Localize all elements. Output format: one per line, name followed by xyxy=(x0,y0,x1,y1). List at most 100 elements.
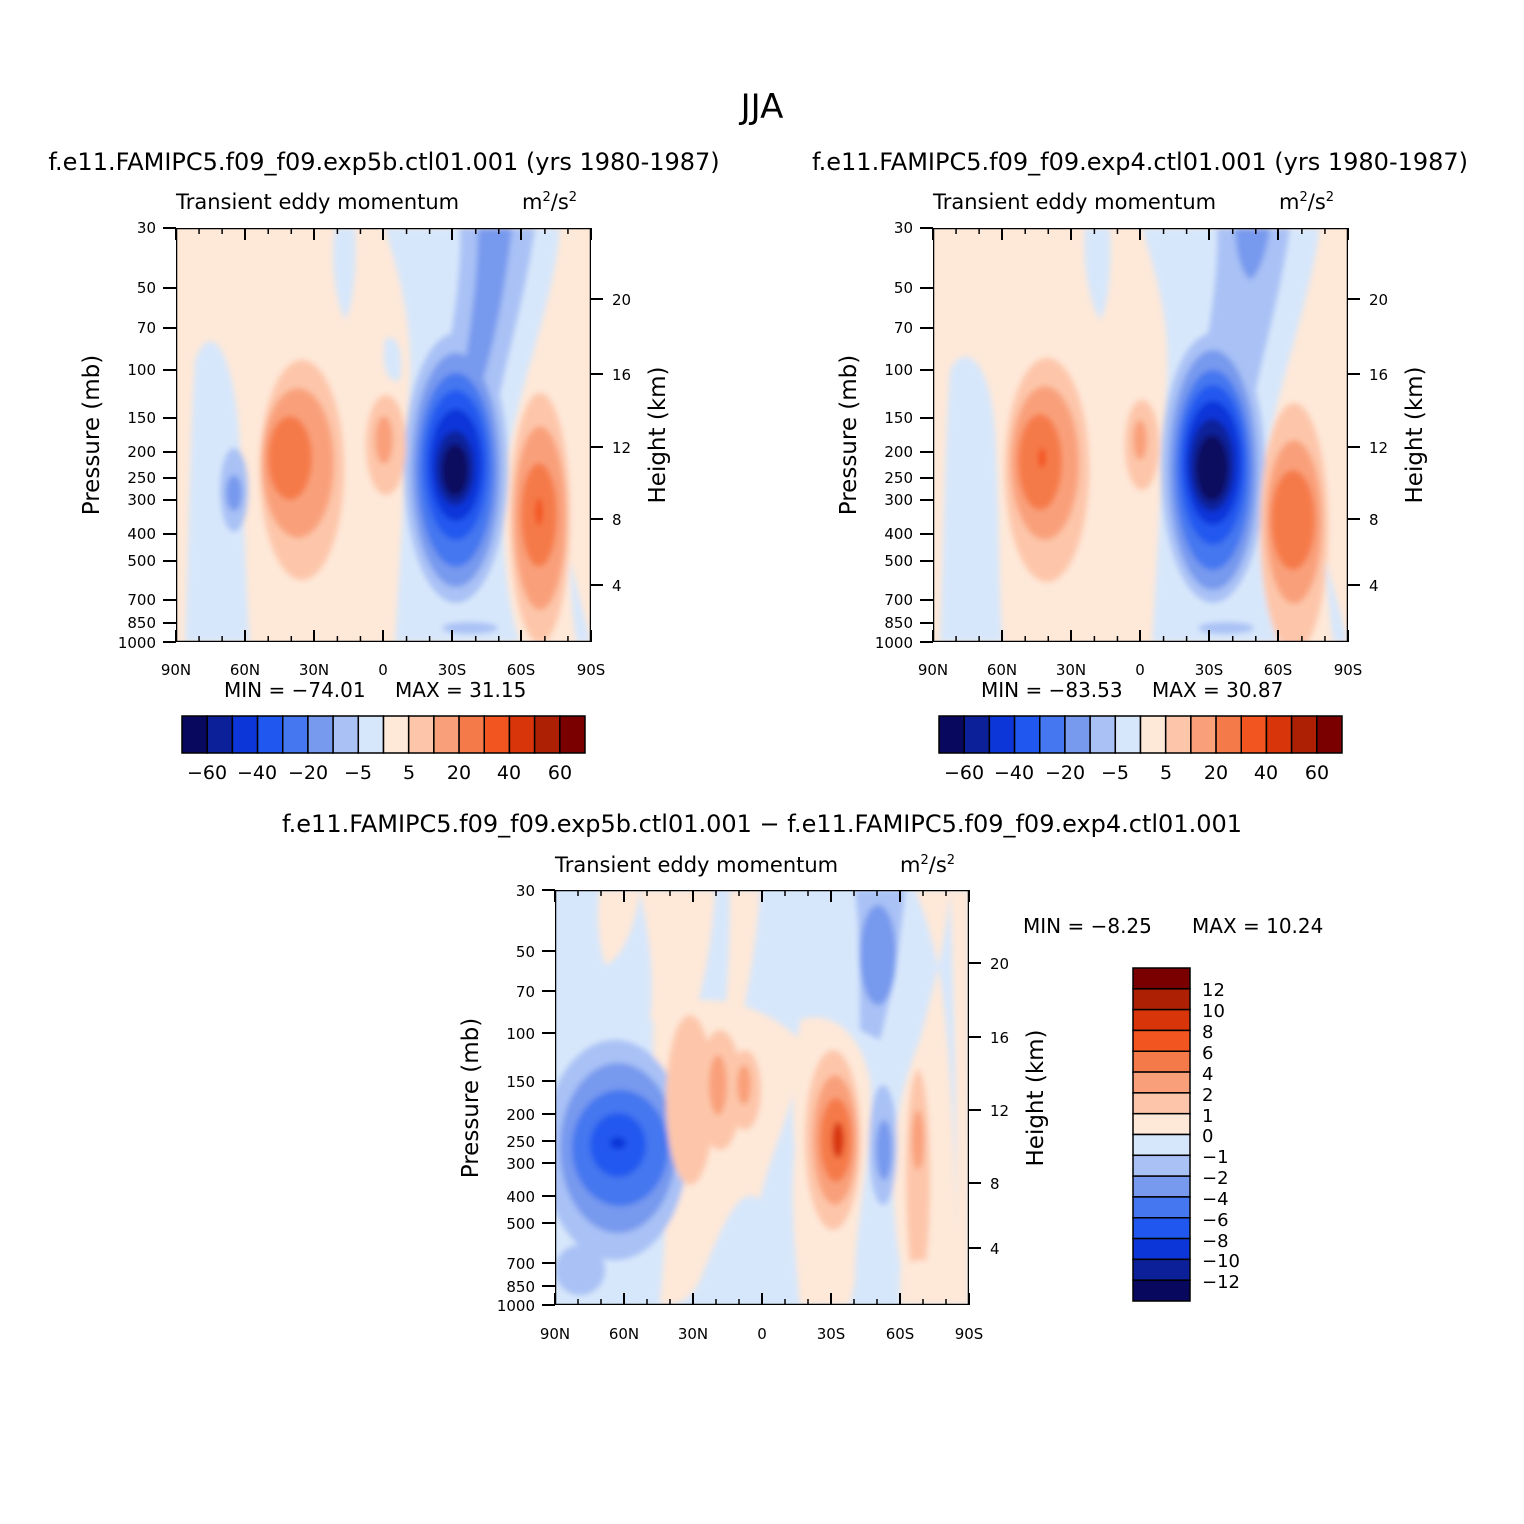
ytick-30: 30 xyxy=(894,219,913,237)
colorbar-swatch xyxy=(1290,715,1318,754)
ytick-200: 200 xyxy=(884,443,913,461)
colorbar-swatch xyxy=(1139,715,1167,754)
y-axis-left-top-left: 30 50 70 100 150 200 250 300 400 500 700… xyxy=(118,219,176,652)
units-label-top-left: m2/s2 xyxy=(522,190,577,214)
cb-label: 20 xyxy=(447,762,471,784)
colorbar-swatch xyxy=(1013,715,1041,754)
contour-field-top-left xyxy=(176,228,591,642)
colorbar-swatch xyxy=(206,715,234,754)
ytick-200: 200 xyxy=(127,443,156,461)
xtick-60N: 60N xyxy=(609,1325,639,1343)
xtick-30S: 30S xyxy=(438,661,467,679)
cb-label: −60 xyxy=(944,762,984,784)
ytick-250: 250 xyxy=(506,1133,535,1151)
colorbar-swatch xyxy=(1215,715,1242,754)
colorbar-swatch xyxy=(1164,715,1192,754)
xtick-90S: 90S xyxy=(577,661,606,679)
cb-label: 40 xyxy=(1254,762,1278,784)
colorbar-top-left xyxy=(181,715,586,754)
rtick-16: 16 xyxy=(990,1029,1009,1047)
xtick-0: 0 xyxy=(1135,661,1145,679)
units-label-bottom: m2/s2 xyxy=(900,853,955,877)
colorbar-swatch xyxy=(1064,715,1091,754)
colorbar-swatch xyxy=(1132,1029,1191,1052)
colorbar-swatch xyxy=(433,715,460,754)
rtick-12: 12 xyxy=(990,1102,1009,1120)
colorbar-swatch xyxy=(181,715,208,754)
ytick-50: 50 xyxy=(137,279,156,297)
case-title-top-right: f.e11.FAMIPC5.f09_f09.exp4.ctl01.001 (yr… xyxy=(812,148,1468,176)
rtick-8: 8 xyxy=(990,1175,1000,1193)
xtick-90S: 90S xyxy=(1334,661,1363,679)
colorbar-swatch xyxy=(559,715,586,754)
colorbar-swatch xyxy=(231,715,259,754)
max-label-top-left: MAX = 31.15 xyxy=(395,678,526,702)
ytick-150: 150 xyxy=(506,1073,535,1091)
colorbar-swatch xyxy=(1132,988,1191,1011)
colorbar-top-right xyxy=(938,715,1343,754)
rtick-16: 16 xyxy=(612,366,631,384)
xtick-90N: 90N xyxy=(161,661,191,679)
cb-label: −20 xyxy=(1045,762,1085,784)
contour-field-bottom xyxy=(555,890,969,1305)
colorbar-swatch xyxy=(256,715,284,754)
colorbar-swatch xyxy=(1240,715,1268,754)
colorbar-swatch xyxy=(483,715,511,754)
min-label-bottom: MIN = −8.25 xyxy=(1023,914,1152,938)
colorbar-swatch xyxy=(988,715,1016,754)
ytick-30: 30 xyxy=(137,219,156,237)
y-label-top-left: Pressure (mb) xyxy=(79,355,105,515)
colorbar-bottom xyxy=(1132,967,1191,1302)
colorbar-swatch xyxy=(1132,1154,1191,1177)
ytick-150: 150 xyxy=(884,409,913,427)
cb-label: 20 xyxy=(1204,762,1228,784)
case-title-top-left: f.e11.FAMIPC5.f09_f09.exp5b.ctl01.001 (y… xyxy=(48,148,719,176)
colorbar-labels-top-right: −60 −40 −20 −5 5 20 40 60 xyxy=(944,762,1329,784)
cb-label: 0 xyxy=(1202,1126,1213,1147)
cb-label: 1 xyxy=(1202,1106,1213,1127)
ytick-1000: 1000 xyxy=(118,634,156,652)
colorbar-swatch xyxy=(1132,1008,1191,1032)
y-axis-left-bottom: 30 50 70 100 150 200 250 300 400 500 700… xyxy=(497,882,555,1315)
ytick-50: 50 xyxy=(516,943,535,961)
cb-label: −4 xyxy=(1202,1189,1229,1210)
ytick-400: 400 xyxy=(884,525,913,543)
panel-bottom: f.e11.FAMIPC5.f09_f09.exp5b.ctl01.001 − … xyxy=(282,810,1323,1343)
y-axis-right-bottom: 20 16 12 8 4 xyxy=(969,955,1009,1258)
xtick-30S: 30S xyxy=(1195,661,1224,679)
colorbar-swatch xyxy=(1190,715,1217,754)
max-label-bottom: MAX = 10.24 xyxy=(1192,914,1323,938)
colorbar-swatch xyxy=(1089,715,1117,754)
colorbar-swatch xyxy=(1132,1071,1191,1094)
rtick-4: 4 xyxy=(1369,577,1379,595)
colorbar-labels-bottom: 12 10 8 6 4 2 1 0 −1 −2 −4 −6 −8 −10 −12 xyxy=(1202,980,1240,1293)
cb-label: 60 xyxy=(1305,762,1329,784)
colorbar-swatch xyxy=(307,715,334,754)
ytick-700: 700 xyxy=(884,591,913,609)
x-axis-top-left: 90N 60N 30N 0 30S 60S 90S xyxy=(161,228,605,679)
ytick-100: 100 xyxy=(884,361,913,379)
variable-label-top-left: Transient eddy momentum xyxy=(175,190,459,214)
colorbar-swatch xyxy=(1132,1092,1191,1115)
ytick-200: 200 xyxy=(506,1106,535,1124)
cb-label: −40 xyxy=(994,762,1034,784)
cb-label: −12 xyxy=(1202,1272,1240,1293)
cb-label: −8 xyxy=(1202,1231,1229,1252)
ytick-700: 700 xyxy=(127,591,156,609)
xtick-0: 0 xyxy=(378,661,388,679)
xtick-90N: 90N xyxy=(918,661,948,679)
cb-label: −5 xyxy=(344,762,372,784)
units-label-top-right: m2/s2 xyxy=(1279,190,1334,214)
ytick-500: 500 xyxy=(127,552,156,570)
cb-label: −2 xyxy=(1202,1168,1229,1189)
y-label-right-bottom: Height (km) xyxy=(1023,1029,1049,1166)
ytick-1000: 1000 xyxy=(497,1297,535,1315)
cb-label: 60 xyxy=(548,762,572,784)
cb-label: 40 xyxy=(497,762,521,784)
y-label-right-top-right: Height (km) xyxy=(1402,366,1428,503)
colorbar-swatch xyxy=(1132,1133,1191,1157)
cb-label: −20 xyxy=(288,762,328,784)
colorbar-swatch xyxy=(533,715,561,754)
variable-label-bottom: Transient eddy momentum xyxy=(554,853,838,877)
ytick-70: 70 xyxy=(137,319,156,337)
